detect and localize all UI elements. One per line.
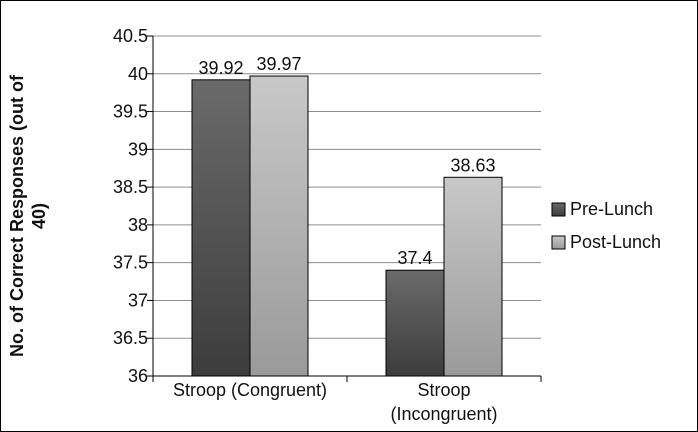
axes [147,35,542,382]
y-axis-title-line: No. of Correct Responses (out of [7,74,27,357]
y-tick-label: 40.5 [113,26,148,46]
y-tick-label: 36 [128,366,148,386]
y-tick-label: 39.5 [113,102,148,122]
y-axis-title-line: 40) [29,203,49,229]
x-category-label: Stroop [417,380,470,400]
y-tick-label: 37.5 [113,253,148,273]
y-tick-labels: 36 36.5 37 37.5 38 38.5 39 39.5 40 40.5 [113,26,148,386]
legend-label: Post-Lunch [570,232,661,252]
legend-swatch-pre-lunch [551,202,566,217]
legend-swatch-post-lunch [551,235,566,250]
data-label: 39.97 [256,54,301,74]
x-category-labels: Stroop (Congruent) Stroop (Incongruent) [173,380,498,424]
y-tick-label: 38.5 [113,177,148,197]
y-tick-label: 38 [128,215,148,235]
y-axis-title: No. of Correct Responses (out of 40) [7,74,49,357]
bar-post-lunch-1 [443,176,503,377]
legend: Pre-Lunch Post-Lunch [551,199,661,252]
data-labels: 39.92 39.97 37.4 38.63 [198,54,495,268]
bar-pre-lunch-0 [191,79,251,377]
bar-post-lunch-0 [249,75,309,377]
y-tick-label: 39 [128,139,148,159]
y-tick-label: 36.5 [113,328,148,348]
y-tick-label: 37 [128,290,148,310]
x-category-label: Stroop (Congruent) [173,380,327,400]
bars [191,75,503,377]
legend-label: Pre-Lunch [570,199,653,219]
y-tick-label: 40 [128,64,148,84]
x-category-label: (Incongruent) [390,404,497,424]
data-label: 39.92 [198,58,243,78]
data-label: 38.63 [450,155,495,175]
bar-pre-lunch-1 [385,269,445,377]
data-label: 37.4 [397,248,432,268]
